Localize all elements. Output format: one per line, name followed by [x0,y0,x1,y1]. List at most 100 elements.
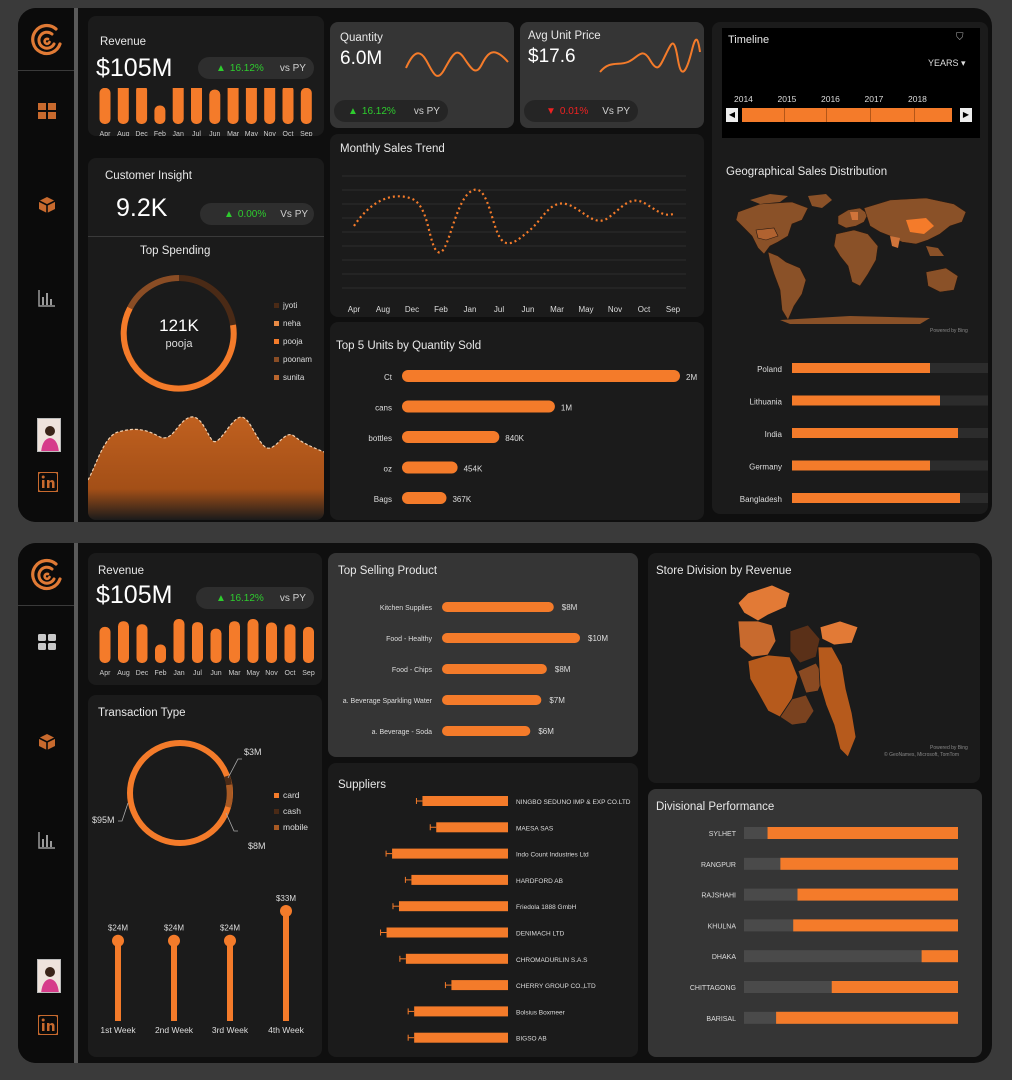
supplier-label: Indo Count Industries Ltd [516,852,589,859]
timeline-year[interactable]: 2017 [864,94,884,104]
timeline-year[interactable]: 2015 [777,94,797,104]
unit-label: oz [384,465,392,474]
top-spending-area-chart [88,416,324,520]
legend-swatch [274,374,279,380]
dashboard-icon[interactable] [37,632,57,652]
legend-swatch [274,356,279,362]
transaction-type-card: Transaction Type $3M $95M $8M card cash mo… [88,695,322,1057]
revenue-month-label: May [246,670,260,677]
timeline-right-arrow-icon[interactable]: ▶ [960,108,972,122]
revenue-bar [282,88,294,124]
legend-item: mobile [274,819,308,835]
customer-value: 9.2K [116,194,168,222]
top-units-card: Top 5 Units by Quantity Sold Ct 2M cans 1M b… [330,322,704,520]
top-spending-center-label: pooja [165,338,193,350]
revenue-delta-badge: ▲ 16.12% vs PY [196,587,314,609]
bar-chart-icon[interactable] [37,830,57,850]
top-spending-legend: jyoti neha pooja poonam sunita [274,296,312,386]
up-arrow-icon: ▲ [216,592,226,604]
down-arrow-icon: ▼ [546,105,556,117]
week-label: 2nd Week [155,1025,194,1035]
timeline-range-bar[interactable] [742,108,952,122]
product-value: $6M [538,727,554,736]
revenue-month-label: Jan [173,131,184,136]
geo-map-credit: Powered by Bing [930,328,968,334]
product-bar [442,695,542,705]
weekly-lollipop-chart: $24M 1st Week $24M 2nd Week $24M 3rd Week $33M… [100,894,304,1035]
transaction-title: Transaction Type [98,707,186,719]
timeline-years: 2014 2015 2016 2017 2018 [734,94,974,106]
division-bar [793,919,958,932]
revenue-bar [303,626,314,663]
supplier-bar [414,1006,508,1017]
week-dot [112,934,124,947]
week-label: 3rd Week [212,1025,249,1035]
revenue-month-label: Sep [300,131,313,136]
bangladesh-map[interactable] [728,581,908,767]
week-dot [280,905,292,917]
dashboard-icon[interactable] [37,101,57,121]
timeline-year[interactable]: 2016 [821,94,840,104]
world-map[interactable] [730,190,974,326]
trend-month-label: Nov [608,305,622,314]
revenue-month-label: Dec [135,131,148,136]
revenue-vs-label: vs PY [279,592,306,604]
revenue-bar-chart: Apr Aug Dec Feb Jan Jul Jun Mar May Nov Oct Sep [99,619,315,677]
product-bar [442,602,554,612]
top-products-title: Top Selling Product [338,565,438,577]
bar-chart-icon[interactable] [37,288,57,308]
timeline-left-arrow-icon[interactable]: ◀ [726,108,738,122]
unit-bar [402,370,680,382]
profile-photo[interactable] [37,418,61,452]
legend-label: sunita [283,372,305,382]
country-bar [792,460,930,471]
quantity-value: 6.0M [340,48,383,69]
revenue-card: Revenue $105M ▲ 16.12% vs PY Apr Aug Dec Fe… [88,553,322,685]
linkedin-icon[interactable] [37,471,59,493]
trend-month-label: Jul [494,305,504,314]
avg-price-title: Avg Unit Price [528,30,601,42]
monthly-trend-line-chart: Apr Aug Dec Feb Jan Jul Jun Mar May Nov Oct Sep [342,175,686,314]
division-label: RAJSHAHI [701,893,736,900]
revenue-month-label: Jul [193,670,202,677]
timeline-year[interactable]: 2014 [734,94,753,104]
timeline-slicer[interactable]: Timeline ⛉ YEARS ▾ 2014 2015 2016 2017 2018 … [722,28,980,138]
top-selling-product-card: Top Selling Product Kitchen Supplies $8M F… [328,553,638,757]
unit-label: bottles [368,434,392,443]
supplier-label: NINGBO SEDUNO IMP & EXP CO.LTD [516,799,631,806]
revenue-bar [229,621,240,663]
linkedin-icon[interactable] [37,1014,59,1036]
suppliers-bar-chart: NINGBO SEDUNO IMP & EXP CO.LTD MAESA SAS I… [380,796,631,1043]
unit-value: 367K [452,495,471,504]
product-label: Food - Chips [392,667,433,674]
week-value: $24M [108,924,128,933]
suppliers-card: Suppliers NINGBO SEDUNO IMP & EXP CO.LTD… [328,763,638,1057]
timeline-geo-card: Timeline ⛉ YEARS ▾ 2014 2015 2016 2017 2018 … [712,22,988,514]
revenue-bar [245,88,257,124]
clear-filter-icon[interactable]: ⛉ [956,32,964,43]
product-bar [442,726,531,736]
revenue-vs-label: vs PY [279,62,306,74]
revenue-bar [117,88,129,124]
revenue-bar [99,626,111,663]
division-label: DHAKA [712,954,736,961]
top-units-bar-chart: Ct 2M cans 1M bottles 840K oz 454K Bags 367K [368,370,697,504]
profile-photo[interactable] [37,959,61,993]
week-dot [224,934,236,947]
sidebar-divider [18,605,74,606]
divisional-title: Divisional Performance [656,801,775,813]
product-value: $7M [549,696,565,705]
logo-icon[interactable] [30,557,64,596]
timeline-unit-select[interactable]: YEARS ▾ [928,58,966,69]
trend-month-label: Jun [522,305,535,314]
timeline-year[interactable]: 2018 [908,94,927,104]
top-spending-donut [120,275,237,392]
legend-item: sunita [274,368,312,386]
unit-value: 454K [464,465,483,474]
box-icon[interactable] [37,732,57,752]
dashboard-1: Revenue $105M ▲ 16.12% vs PY Apr Aug Dec Fe… [18,8,992,522]
logo-icon[interactable] [30,22,64,61]
revenue-month-label: Mar [227,131,240,136]
box-icon[interactable] [37,195,57,215]
supplier-bar [414,1032,508,1043]
